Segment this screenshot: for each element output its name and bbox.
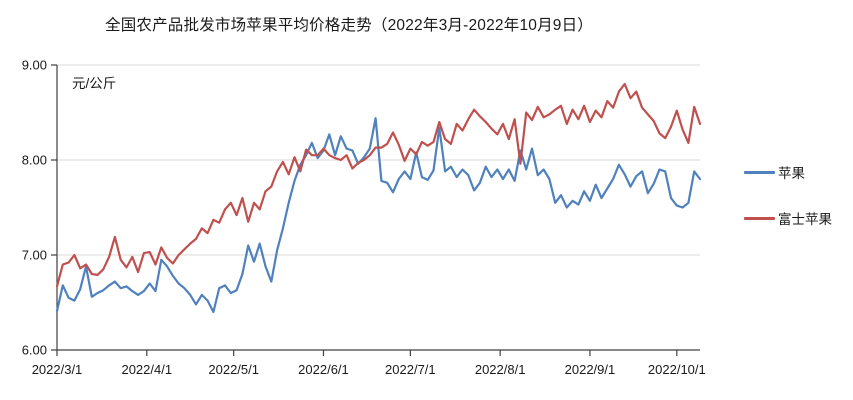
y-tick-label: 8.00 [22, 153, 47, 168]
x-tick-label: 2022/10/1 [648, 362, 706, 377]
chart-title: 全国农产品批发市场苹果平均价格走势（2022年3月-2022年10月9日） [105, 17, 594, 34]
y-tick-label: 9.00 [22, 58, 47, 73]
apple-series-swatch-icon [744, 170, 775, 174]
y-axis-unit-label: 元/公斤 [72, 76, 117, 91]
legend-item-apple[interactable]: 苹果 [744, 162, 805, 182]
x-tick-label: 2022/7/1 [385, 362, 436, 377]
x-tick-label: 2022/8/1 [475, 362, 526, 377]
apple-price-line [55, 117, 702, 314]
x-tick-label: 2022/3/1 [32, 362, 83, 377]
y-tick-label: 7.00 [22, 248, 47, 263]
y-tick-label: 6.00 [22, 343, 47, 358]
x-tick-label: 2022/6/1 [298, 362, 349, 377]
x-tick-label: 2022/9/1 [565, 362, 616, 377]
legend-label-apple: 苹果 [778, 166, 805, 181]
fuji-apple-price-line [55, 82, 702, 288]
x-tick-label: 2022/4/1 [121, 362, 172, 377]
fuji-apple-series-swatch-icon [744, 216, 775, 220]
legend-item-fuji-apple[interactable]: 富士苹果 [744, 208, 832, 228]
legend-label-fuji-apple: 富士苹果 [778, 212, 832, 227]
x-tick-label: 2022/5/1 [208, 362, 259, 377]
